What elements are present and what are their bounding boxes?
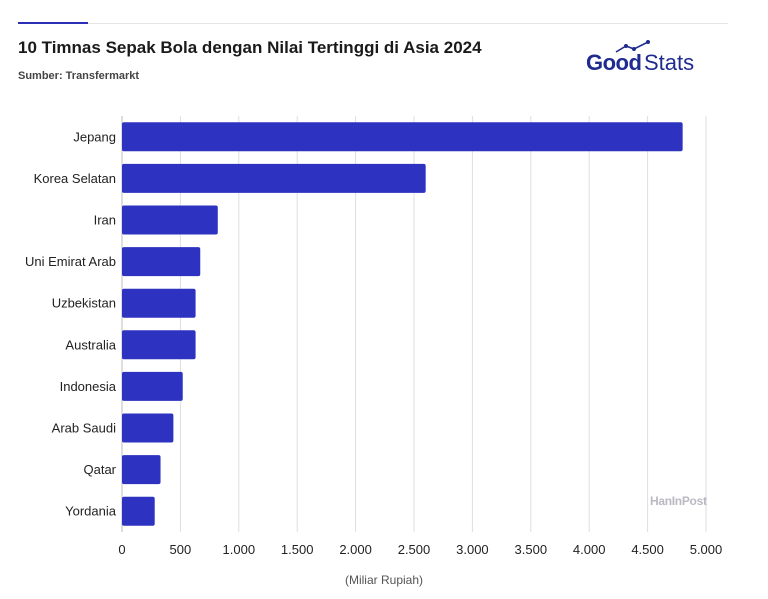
category-label: Jepang [73,129,116,144]
bar [122,455,161,485]
logo-good-text: Good [586,50,642,75]
goodstats-logo: Good Stats [586,40,716,84]
bar [122,288,196,318]
trend-spark-icon [615,40,650,53]
watermark: HanInPost [650,494,707,508]
bar [122,371,183,401]
category-label: Uni Emirat Arab [25,254,116,269]
x-tick-label: 2.500 [398,542,431,557]
bar [122,205,218,235]
category-label: Indonesia [60,379,117,394]
x-tick-label: 4.000 [573,542,606,557]
category-label: Iran [94,213,116,228]
x-tick-label: 5.000 [690,542,723,557]
category-label: Yordania [65,504,117,519]
bar [122,247,201,277]
bar [122,496,155,526]
x-tick-label: 3.500 [515,542,548,557]
category-label: Qatar [83,462,116,477]
x-tick-label: 500 [170,542,192,557]
bar [122,122,683,152]
x-tick-label: 4.500 [631,542,664,557]
logo-stats-text: Stats [644,50,695,75]
bar [122,163,426,193]
chart-source: Sumber: Transfermarkt [18,70,140,82]
category-label: Arab Saudi [52,421,116,436]
x-tick-label: 1.500 [281,542,314,557]
category-label: Uzbekistan [52,296,116,311]
x-tick-label: 1.000 [223,542,256,557]
x-tick-label: 3.000 [456,542,489,557]
header-divider [88,23,728,24]
category-label: Australia [65,337,116,352]
x-tick-label: 2.000 [339,542,372,557]
x-tick-labels: 0 500 1.000 1.500 2.000 2.500 3.000 3.500 4.000 4… [118,542,722,557]
x-tick-label: 0 [118,542,125,557]
x-axis-label: (Miliar Rupiah) [344,573,424,587]
header-accent-line [18,22,88,24]
category-labels: Jepang Korea Selatan Iran Uni Emirat Arab Uz… [25,129,117,518]
chart-title: 10 Timnas Sepak Bola dengan Nilai Tertin… [18,38,482,57]
bar [122,413,174,443]
category-label: Korea Selatan [34,171,116,186]
bar [122,330,196,360]
bars [122,122,683,526]
